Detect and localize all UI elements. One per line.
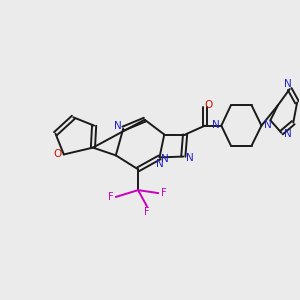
Text: O: O xyxy=(53,149,61,160)
Text: N: N xyxy=(186,153,194,163)
Text: F: F xyxy=(108,192,113,202)
Text: N: N xyxy=(263,120,271,130)
Text: F: F xyxy=(144,207,150,217)
Text: O: O xyxy=(204,100,213,110)
Text: N: N xyxy=(156,159,164,169)
Text: N: N xyxy=(114,121,122,131)
Text: F: F xyxy=(161,188,167,198)
Text: N: N xyxy=(161,154,168,164)
Text: N: N xyxy=(212,120,219,130)
Text: N: N xyxy=(284,79,292,89)
Text: N: N xyxy=(284,129,292,139)
